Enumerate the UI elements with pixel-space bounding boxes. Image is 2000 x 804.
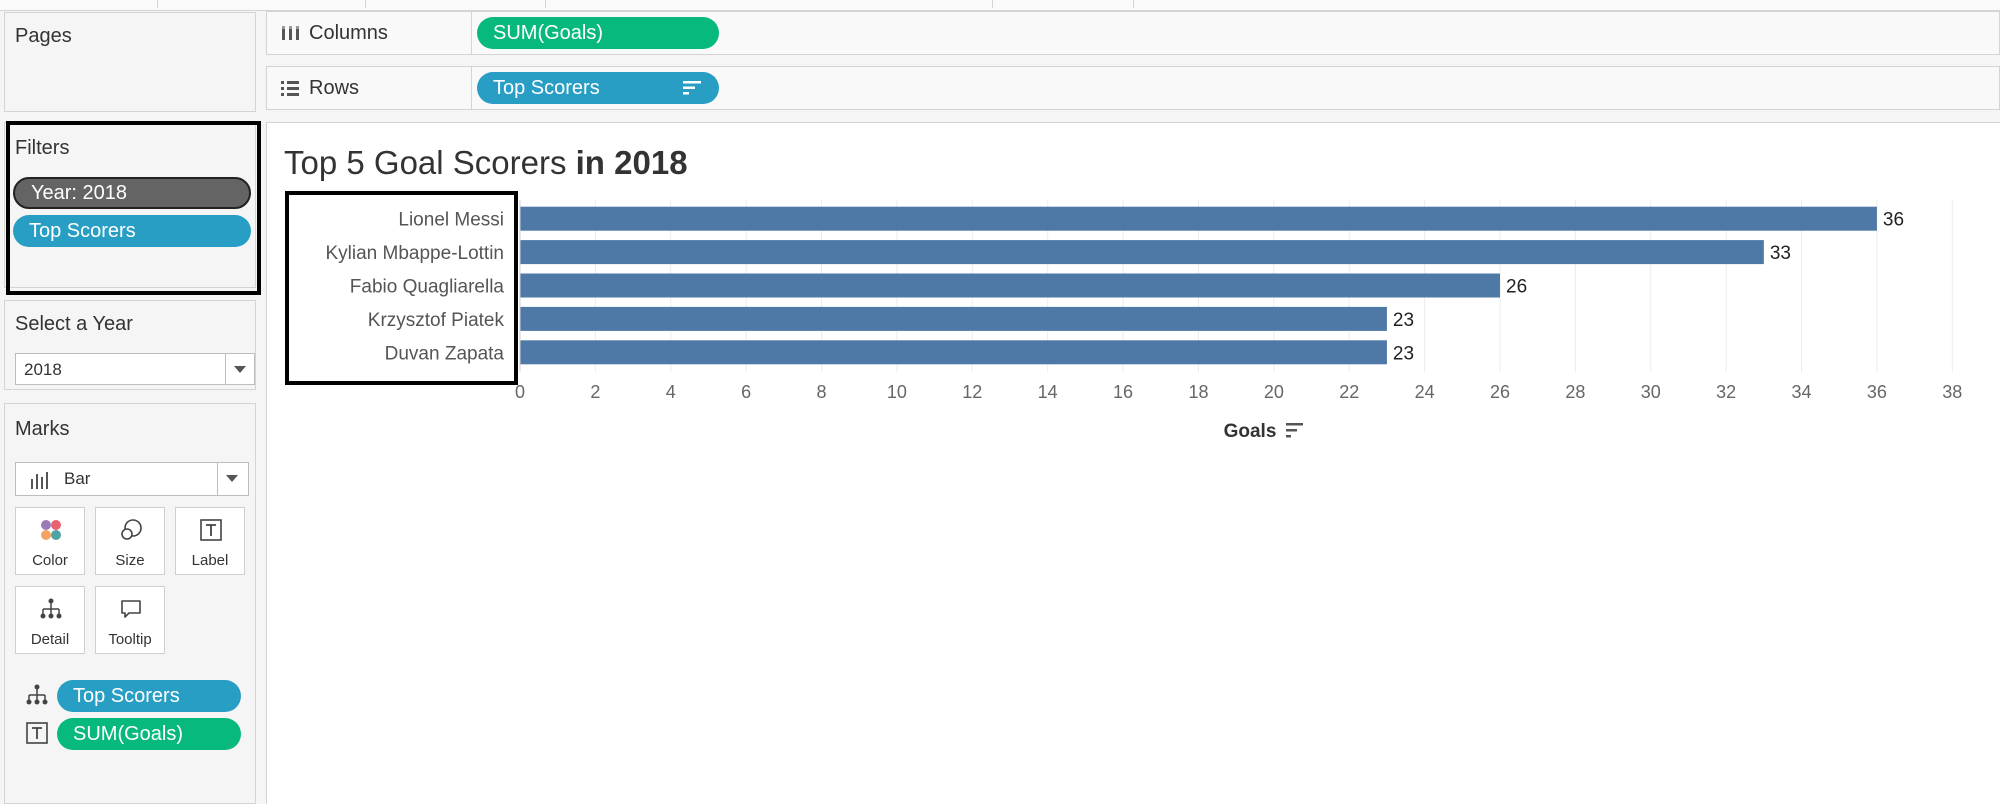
rows-shelf-label-area: Rows: [267, 67, 472, 109]
columns-icon: [282, 26, 299, 40]
select-year-panel: Select a Year 2018: [4, 300, 256, 390]
filters-panel[interactable]: Filters Year: 2018 Top Scorers: [4, 122, 256, 288]
filters-panel-title: Filters: [15, 137, 70, 159]
filters-highlight-box: [6, 121, 261, 295]
strip-divider: [545, 0, 546, 8]
strip-divider: [365, 0, 366, 8]
strip-divider: [157, 0, 158, 8]
marks-panel-title: Marks: [15, 418, 70, 440]
filter-pill-top-scorers[interactable]: Top Scorers: [13, 215, 251, 247]
chart-title-suffix: in 2018: [575, 144, 688, 181]
strip-divider: [1133, 0, 1134, 8]
pages-panel-title: Pages: [15, 25, 72, 47]
text-t-icon: [26, 722, 48, 744]
size-button-label: Size: [115, 552, 145, 569]
view-canvas: [266, 122, 2000, 804]
mark-type-value: Bar: [64, 469, 91, 488]
rows-icon: [281, 81, 299, 96]
label-button[interactable]: Label: [175, 507, 245, 575]
chart-title: Top 5 Goal Scorers in 2018: [284, 144, 688, 182]
pages-panel[interactable]: Pages: [4, 12, 256, 112]
row-labels-highlight-box: [285, 191, 518, 385]
detail-button-label: Detail: [30, 631, 70, 648]
chart-title-prefix: Top 5 Goal Scorers: [284, 144, 567, 181]
columns-pill-sum-goals[interactable]: SUM(Goals): [477, 17, 719, 49]
filter-pill-year[interactable]: Year: 2018: [13, 177, 251, 209]
bar-chart-icon: [31, 472, 48, 489]
columns-shelf-label: Columns: [309, 22, 388, 44]
size-button[interactable]: Size: [95, 507, 165, 575]
hierarchy-icon: [40, 598, 62, 619]
rows-pill-label: Top Scorers: [493, 77, 600, 99]
label-button-label: Label: [191, 552, 229, 569]
color-button-label: Color: [32, 552, 68, 569]
columns-shelf[interactable]: Columns SUM(Goals): [266, 11, 2000, 55]
marks-field-top-scorers[interactable]: Top Scorers: [57, 680, 241, 712]
chevron-down-icon[interactable]: [217, 463, 248, 495]
tooltip-button-label: Tooltip: [108, 631, 152, 648]
speech-bubble-icon: [121, 600, 141, 618]
rows-shelf-label: Rows: [309, 77, 360, 99]
marks-panel: Marks Bar Color Size Label: [4, 403, 256, 804]
strip-divider: [992, 0, 993, 8]
rows-pill-top-scorers[interactable]: Top Scorers: [477, 72, 719, 104]
detail-button[interactable]: Detail: [15, 586, 85, 654]
text-t-icon: [200, 519, 222, 541]
columns-shelf-label-area: Columns: [267, 12, 472, 54]
chevron-down-icon[interactable]: [225, 354, 254, 384]
select-year-title: Select a Year: [15, 313, 133, 335]
hierarchy-icon: [26, 684, 48, 705]
top-toolbar-strip: [0, 0, 2000, 11]
rows-shelf[interactable]: Rows Top Scorers: [266, 66, 2000, 110]
color-button[interactable]: Color: [15, 507, 85, 575]
marks-field-sum-goals[interactable]: SUM(Goals): [57, 718, 241, 750]
mark-type-dropdown[interactable]: Bar: [15, 462, 249, 496]
size-circles-icon: [121, 519, 142, 540]
color-dots-icon: [41, 520, 61, 540]
tooltip-button[interactable]: Tooltip: [95, 586, 165, 654]
sort-descending-icon: [683, 81, 701, 95]
year-dropdown[interactable]: 2018: [15, 353, 255, 385]
year-dropdown-value: 2018: [24, 360, 62, 379]
